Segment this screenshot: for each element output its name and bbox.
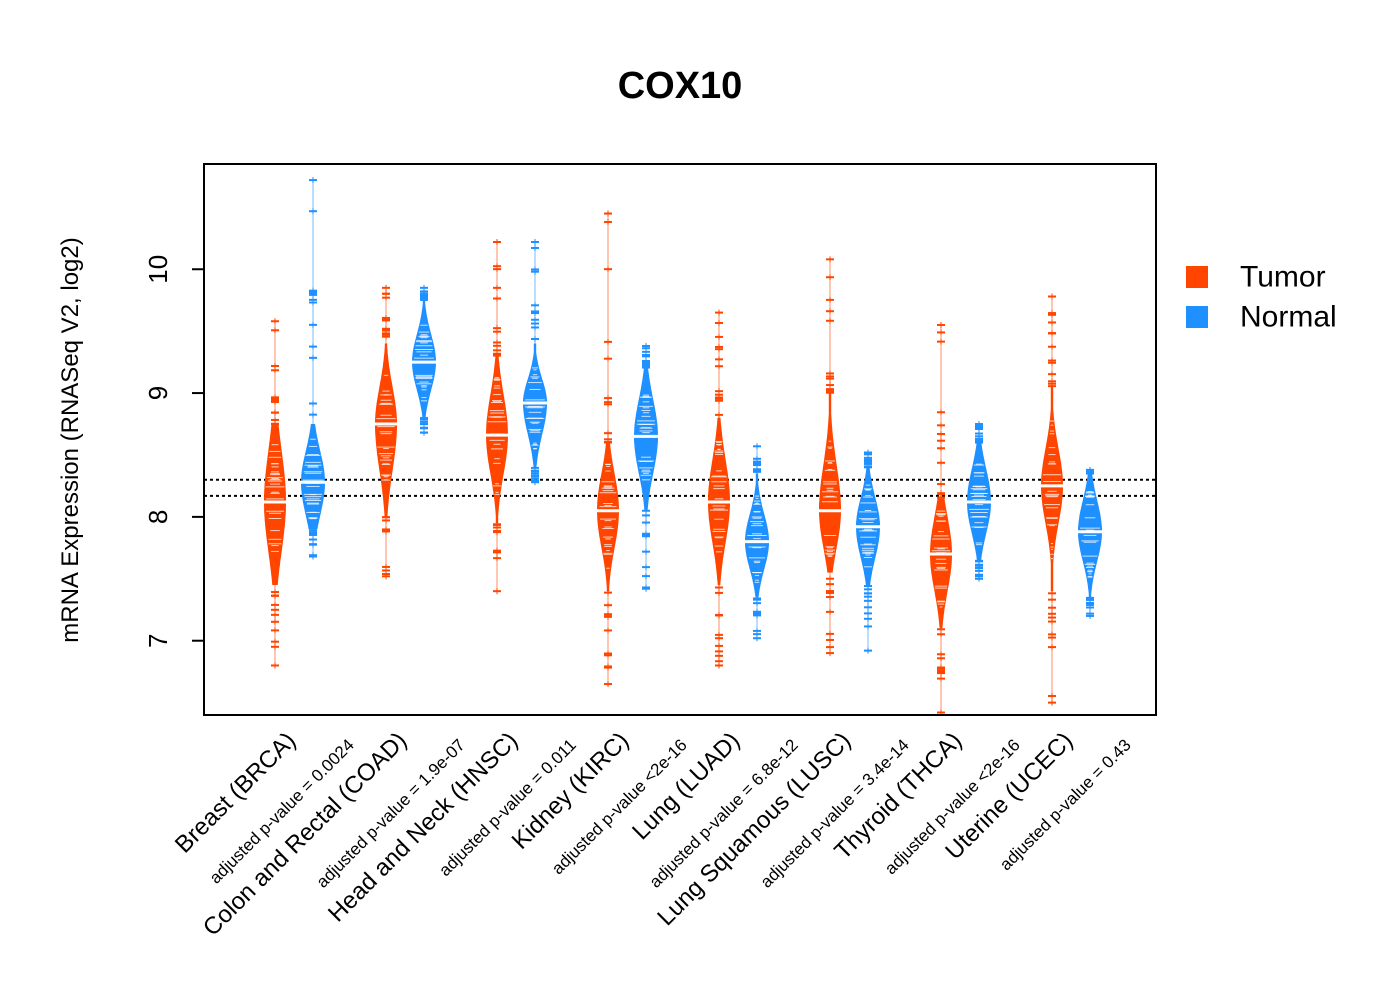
legend-label: Normal [1240,301,1337,334]
normal-violin [1076,466,1104,619]
tumor-violin [928,321,954,716]
violin-body [264,424,286,585]
legend: Tumor Normal [1186,261,1337,334]
violin-body [634,368,658,511]
normal-violin [410,284,438,436]
plot-frame [203,163,1157,716]
violin-body [301,424,325,530]
tumor-violin [595,210,621,688]
y-axis: 7 8 9 10 [143,255,205,648]
violin-body [412,300,436,418]
legend-label: Tumor [1240,261,1326,294]
violin-body [597,442,619,592]
normal-violin [854,449,882,654]
plot-area [204,177,1156,716]
y-tick-label: 9 [143,386,173,400]
y-tick-label: 10 [143,255,173,284]
tumor-violin [706,309,732,669]
legend-swatch [1186,266,1208,288]
y-tick-label: 7 [143,633,173,647]
y-tick-label: 8 [143,510,173,524]
violin-body [375,343,397,517]
chart-title: COX10 [618,65,743,107]
tumor-violin [373,284,399,580]
tumor-violin [1039,293,1065,706]
normal-violin [521,239,549,486]
violin-body [523,343,547,468]
violin-body [1041,386,1063,592]
y-axis-label: mRNA Expression (RNASeq V2, log2) [57,237,84,643]
x-axis-labels: Breast (BRCA)adjusted p-value = 0.0024Co… [170,727,1135,941]
normal-violin [299,177,327,560]
tumor-violin [484,239,510,595]
legend-swatch [1186,306,1208,328]
tumor-violin [817,256,843,657]
tumor-violin [262,318,288,669]
normal-violin [632,343,660,592]
violin-body [819,393,841,573]
normal-violin [965,421,993,582]
normal-violin [743,443,771,642]
violin-body [486,355,508,524]
